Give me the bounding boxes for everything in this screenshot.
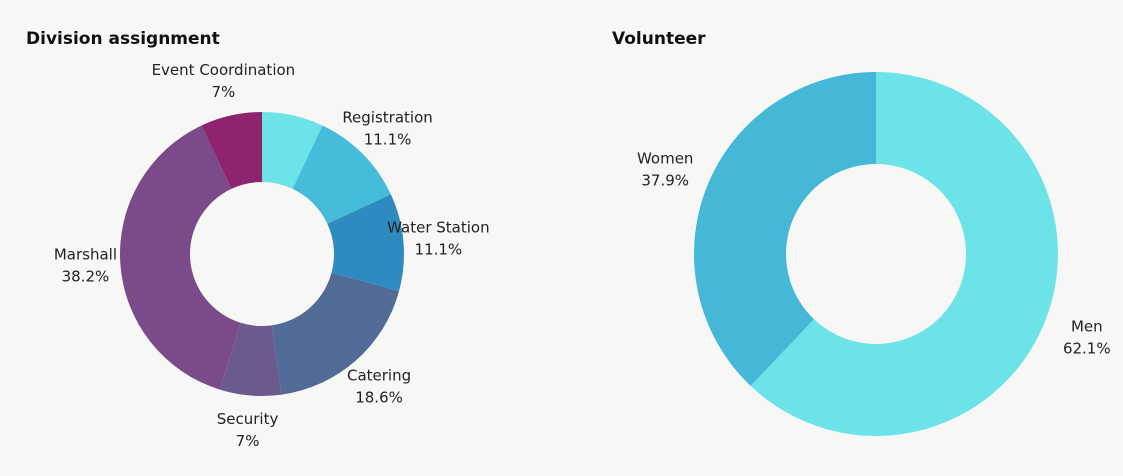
slice <box>201 112 262 189</box>
value-label: 7% <box>236 432 260 450</box>
slice <box>693 71 876 386</box>
slice <box>219 322 282 396</box>
slice-label: Security <box>217 410 279 428</box>
slice <box>120 125 241 390</box>
slice-label: Marshall <box>54 246 117 264</box>
slice-label: Men <box>1071 318 1103 336</box>
slice <box>271 272 400 395</box>
value-label: 37.9% <box>641 171 689 189</box>
slice-label: Event Coordination <box>152 61 296 79</box>
slice <box>262 112 323 189</box>
value-label: 18.6% <box>355 388 403 406</box>
value-label: 7% <box>211 83 235 101</box>
value-label: 11.1% <box>364 131 412 149</box>
slice-label: Catering <box>347 366 411 384</box>
chart-title: Volunteer <box>612 29 706 49</box>
slice <box>292 125 391 224</box>
value-label: 38.2% <box>62 268 110 286</box>
value-label: 11.1% <box>415 241 463 259</box>
slice-label: Water Station <box>387 219 489 237</box>
slice <box>327 194 404 292</box>
value-label: 62.1% <box>1063 340 1111 358</box>
slice-label: Women <box>637 149 693 167</box>
slice <box>750 72 1059 437</box>
chart-title: Division assignment <box>26 29 220 49</box>
slice-label: Registration <box>342 109 432 127</box>
